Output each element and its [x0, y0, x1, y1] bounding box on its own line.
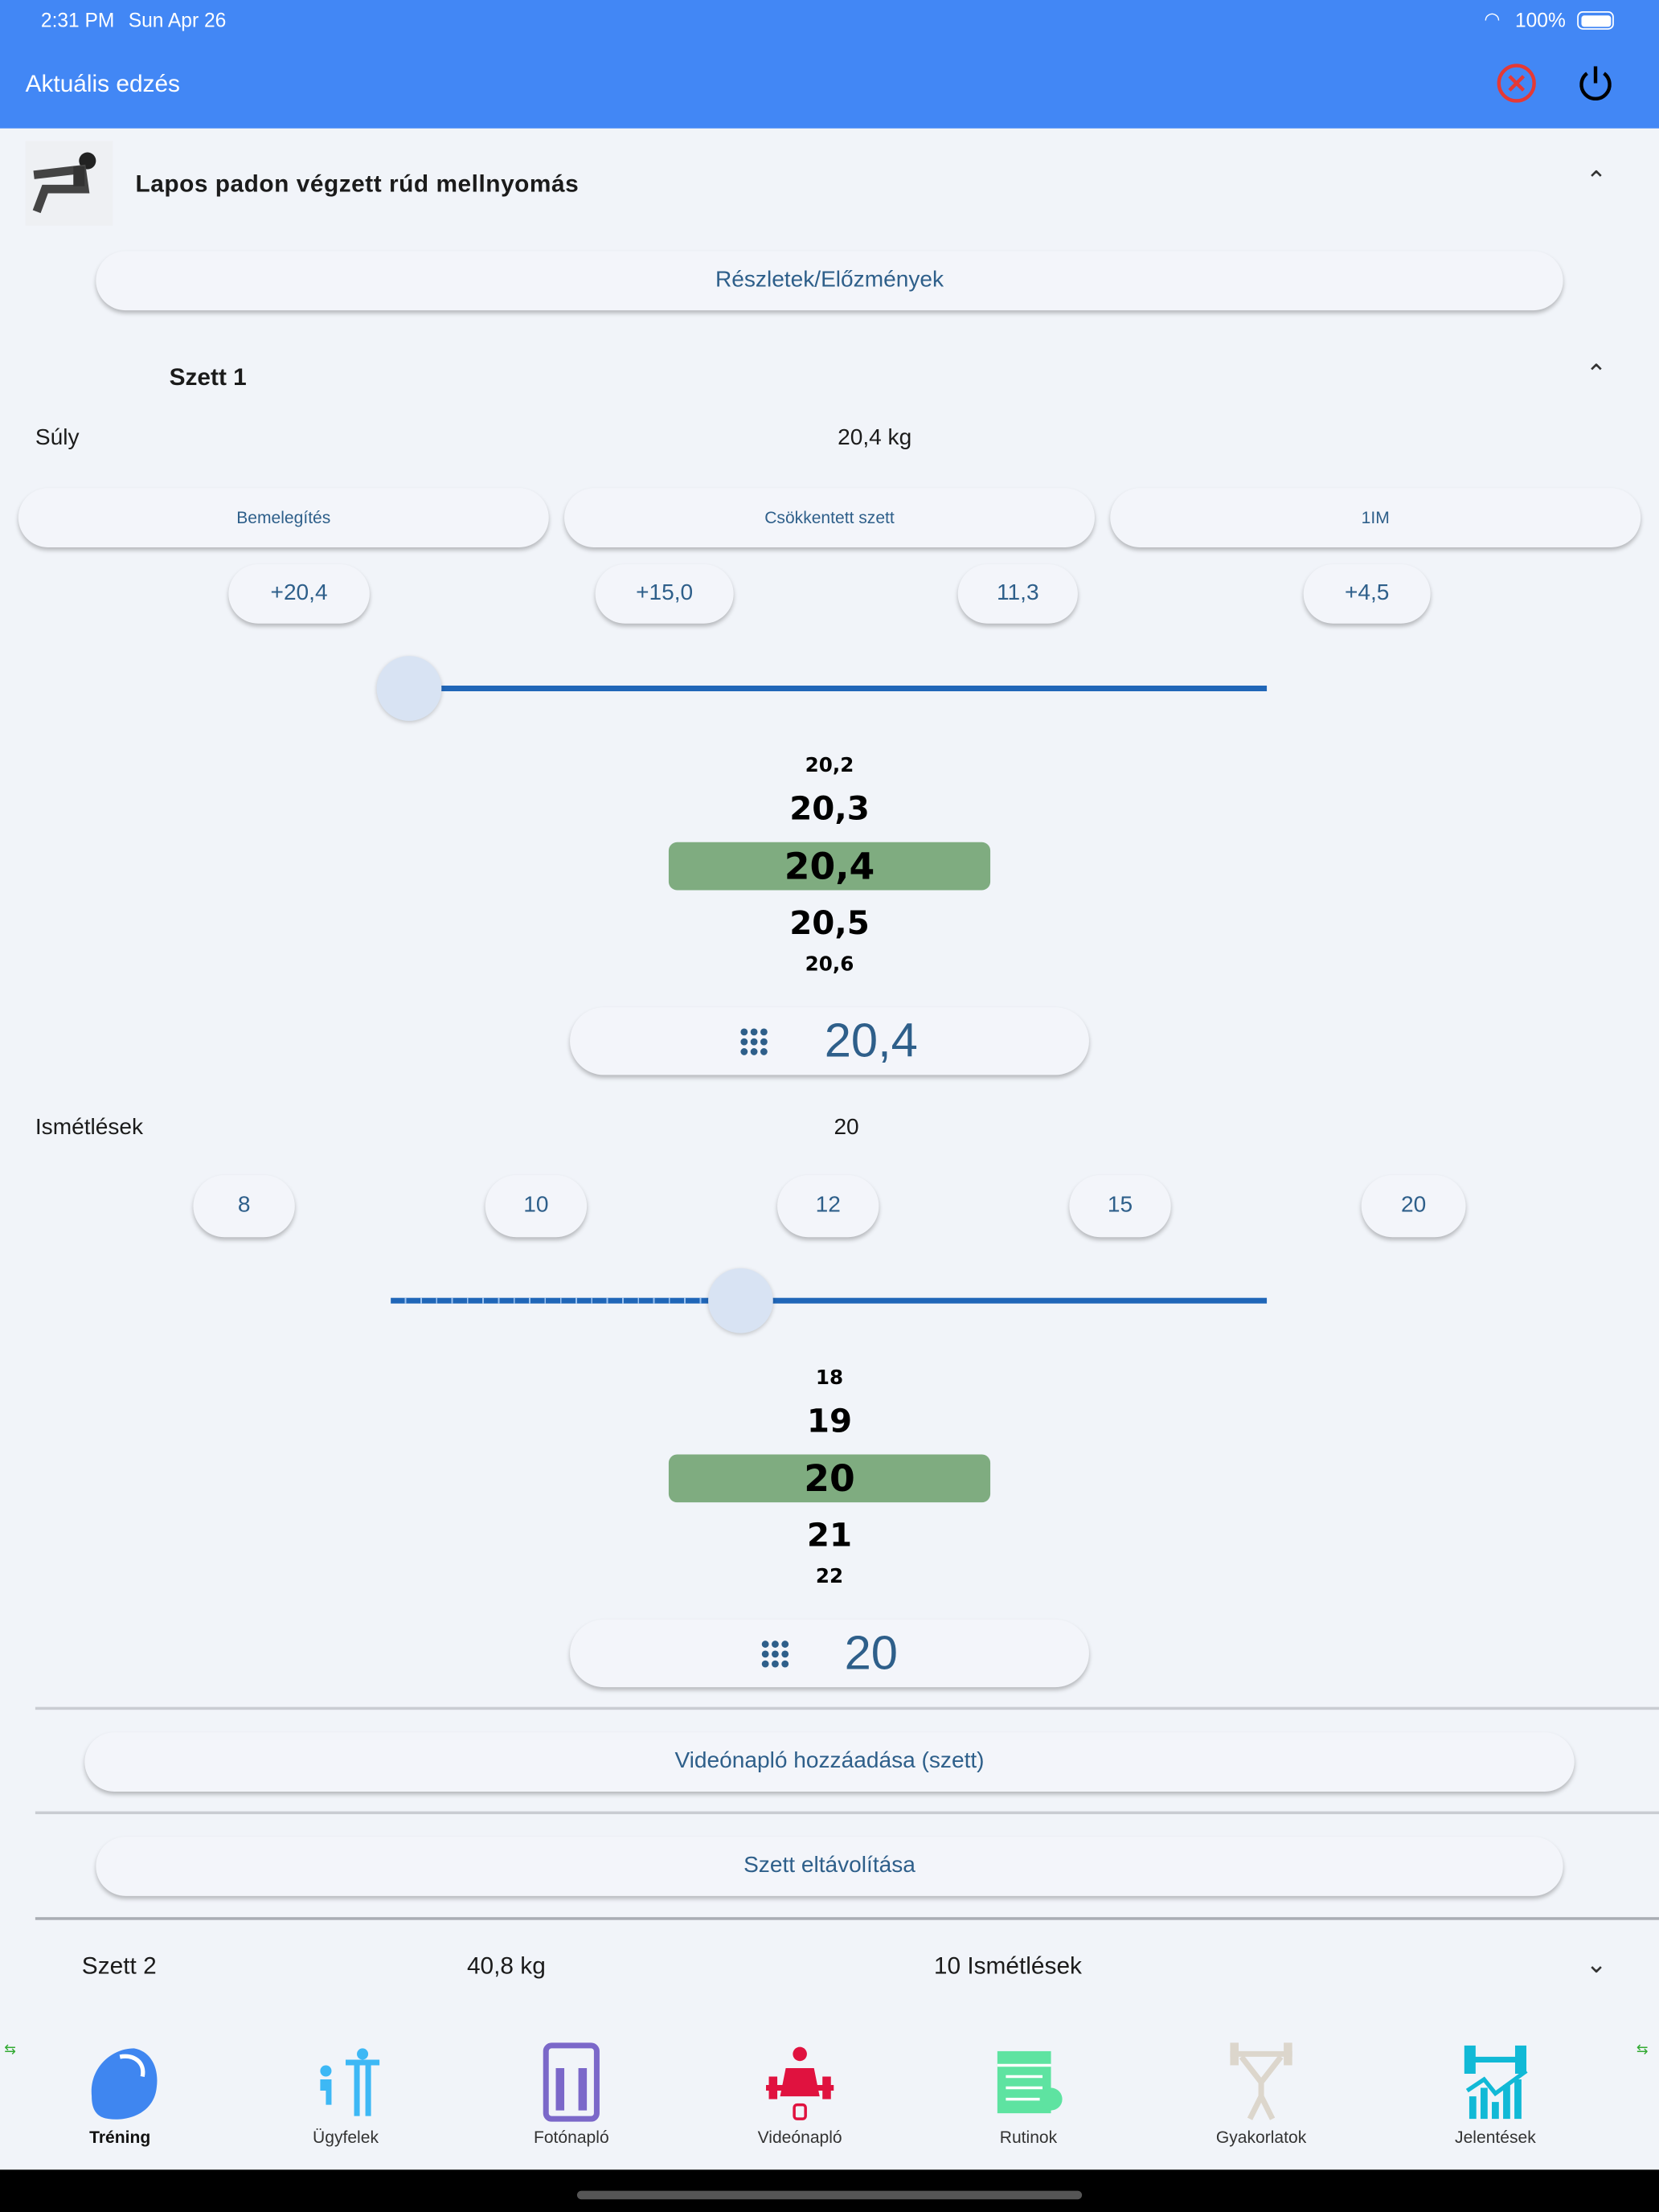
- nav-training[interactable]: Tréning: [35, 2040, 205, 2147]
- set-1-title: Szett 1: [169, 363, 247, 391]
- exercise-thumbnail: [25, 141, 113, 226]
- reps-picker-selected[interactable]: 20: [804, 1458, 855, 1501]
- weight-quick-button[interactable]: +4,5: [1303, 564, 1431, 624]
- weight-picker-selection: [668, 842, 991, 891]
- power-icon[interactable]: [1575, 62, 1617, 104]
- reps-slider-track[interactable]: [391, 1297, 1268, 1304]
- nav-label: Fotónapló: [533, 2127, 609, 2148]
- reps-quick-button[interactable]: 20: [1361, 1174, 1466, 1238]
- warmup-button[interactable]: Bemelegítés: [18, 488, 549, 547]
- cancel-workout-icon[interactable]: [1495, 62, 1538, 104]
- one-rep-max-button[interactable]: 1IM: [1110, 488, 1641, 547]
- weight-input-button[interactable]: 20,4: [570, 1007, 1089, 1075]
- nav-video-log[interactable]: Videónapló: [715, 2040, 885, 2147]
- clients-icon: [320, 2048, 380, 2116]
- set-2-title: Szett 2: [81, 1952, 157, 1980]
- bicep-icon: [91, 2048, 158, 2120]
- exercise-title: Lapos padon végzett rúd mellnyomás: [135, 170, 580, 198]
- weight-picker-item[interactable]: 20,5: [789, 905, 870, 943]
- set-2-reps: 10 Ismétlések: [933, 1952, 1082, 1980]
- nav-exercises[interactable]: Gyakorlatok: [1177, 2040, 1346, 2147]
- nav-label: Rutinok: [999, 2127, 1058, 2148]
- set-2-row[interactable]: Szett 2 40,8 kg 10 Ismétlések ⌃: [0, 1921, 1659, 2009]
- reps-quick-button[interactable]: 8: [193, 1174, 295, 1238]
- nav-routines[interactable]: Rutinok: [944, 2040, 1113, 2147]
- status-date: Sun Apr 26: [128, 8, 227, 31]
- details-history-button[interactable]: Részletek/Előzmények: [96, 251, 1563, 311]
- weight-picker-item[interactable]: 20,2: [805, 754, 854, 778]
- video-log-icon: [766, 2046, 834, 2120]
- reps-picker-selection: [668, 1454, 991, 1503]
- nav-label: Ügyfelek: [313, 2127, 379, 2148]
- reps-picker-item[interactable]: 18: [815, 1366, 844, 1390]
- weight-picker-selected[interactable]: 20,4: [784, 846, 875, 889]
- weightlifter-icon: [1230, 2042, 1292, 2120]
- weight-slider-track[interactable]: [408, 685, 1268, 691]
- weight-quick-button[interactable]: +20,4: [228, 564, 370, 624]
- weight-label: Súly: [35, 426, 80, 450]
- photo-log-icon: [543, 2042, 600, 2122]
- scroll-left-arrows-icon[interactable]: ⇆: [4, 2042, 16, 2058]
- divider: [35, 1811, 1659, 1815]
- weight-quick-button[interactable]: +15,0: [595, 564, 734, 624]
- reps-picker-item[interactable]: 21: [806, 1518, 853, 1555]
- wifi-icon: ◠: [1484, 8, 1501, 30]
- battery-percent: 100%: [1514, 8, 1566, 31]
- reps-input-button[interactable]: 20: [570, 1619, 1089, 1688]
- system-bar: [0, 2169, 1659, 2212]
- drop-set-button[interactable]: Csökkentett szett: [564, 488, 1095, 547]
- nav-label: Videónapló: [757, 2127, 842, 2148]
- keypad-icon: [741, 1027, 768, 1055]
- home-indicator[interactable]: [576, 2190, 1083, 2200]
- battery-icon: [1577, 11, 1614, 30]
- collapse-exercise-chevron-up-icon[interactable]: ⌃: [1585, 166, 1608, 195]
- nav-label: Gyakorlatok: [1215, 2127, 1307, 2148]
- reps-picker-item[interactable]: 19: [806, 1403, 853, 1440]
- reps-slider-thumb[interactable]: [708, 1268, 773, 1333]
- nav-photo-log[interactable]: Fotónapló: [487, 2040, 657, 2147]
- nav-clients[interactable]: Ügyfelek: [261, 2040, 431, 2147]
- weight-input-value: 20,4: [824, 1014, 918, 1067]
- add-video-log-button[interactable]: Videónapló hozzáadása (szett): [84, 1732, 1575, 1792]
- weight-value: 20,4 kg: [838, 426, 912, 450]
- weight-slider-thumb[interactable]: [376, 656, 442, 721]
- reps-quick-button[interactable]: 15: [1069, 1174, 1171, 1238]
- scroll-right-arrows-icon[interactable]: ⇆: [1636, 2042, 1649, 2058]
- status-time: 2:31 PM: [40, 8, 115, 31]
- nav-reports[interactable]: Jelentések: [1411, 2040, 1580, 2147]
- reports-icon: [1464, 2045, 1528, 2120]
- calendar-icon: [997, 2050, 1063, 2114]
- divider: [35, 1706, 1659, 1710]
- reps-value: 20: [834, 1116, 859, 1141]
- divider: [35, 1917, 1659, 1920]
- keypad-icon: [761, 1640, 789, 1667]
- weight-picker-item[interactable]: 20,6: [805, 953, 854, 977]
- reps-label: Ismétlések: [35, 1116, 144, 1141]
- expand-set-chevron-down-icon[interactable]: ⌃: [1585, 1948, 1608, 1976]
- reps-quick-button[interactable]: 10: [485, 1174, 588, 1238]
- reps-input-value: 20: [844, 1625, 898, 1680]
- weight-quick-button[interactable]: 11,3: [957, 564, 1078, 624]
- page-title: Aktuális edzés: [25, 70, 180, 98]
- nav-label: Jelentések: [1455, 2127, 1536, 2148]
- weight-picker-item[interactable]: 20,3: [789, 791, 870, 829]
- reps-picker-item[interactable]: 22: [815, 1566, 844, 1589]
- collapse-set-chevron-up-icon[interactable]: ⌃: [1585, 359, 1608, 388]
- reps-quick-button[interactable]: 12: [777, 1174, 879, 1238]
- nav-label: Tréning: [89, 2127, 151, 2148]
- set-2-weight: 40,8 kg: [466, 1952, 546, 1980]
- remove-set-button[interactable]: Szett eltávolítása: [96, 1837, 1563, 1896]
- app-bar: 2:31 PM Sun Apr 26 ◠ 100% Aktuális edzés: [0, 0, 1659, 129]
